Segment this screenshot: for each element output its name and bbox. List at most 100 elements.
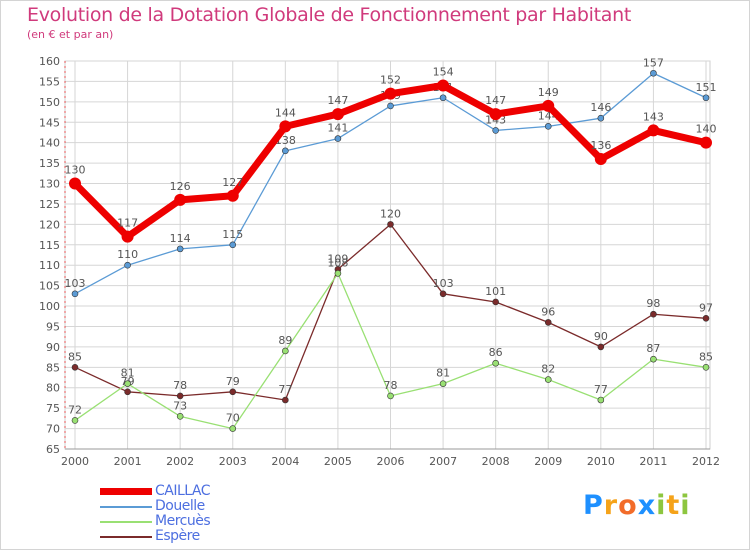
data-label: 149 [538, 86, 559, 99]
data-label: 85 [68, 350, 82, 363]
y-tick-label: 120 [39, 218, 60, 231]
data-point [702, 364, 710, 371]
data-label: 130 [65, 164, 86, 177]
data-point [334, 135, 342, 142]
data-label: 101 [485, 285, 506, 298]
data-label: 89 [278, 334, 292, 347]
y-tick-label: 135 [39, 157, 60, 170]
x-tick-label: 2002 [166, 455, 194, 468]
y-tick-label: 155 [39, 75, 60, 88]
data-point [544, 123, 552, 130]
data-point [650, 69, 657, 77]
x-tick-label: 2003 [219, 455, 247, 468]
legend-swatch [100, 488, 152, 495]
y-tick-label: 70 [46, 423, 60, 436]
data-point [229, 425, 237, 432]
data-point [387, 221, 394, 228]
x-tick-label: 2004 [271, 455, 299, 468]
x-tick-label: 2007 [429, 455, 457, 468]
y-tick-label: 160 [39, 55, 60, 68]
data-point [437, 79, 450, 92]
data-label: 82 [541, 363, 555, 376]
y-tick-label: 125 [39, 198, 60, 211]
data-label: 103 [433, 277, 454, 290]
data-label: 108 [327, 256, 348, 269]
data-point [71, 364, 79, 371]
data-label: 96 [541, 305, 555, 318]
y-tick-label: 150 [39, 96, 60, 109]
y-tick-label: 115 [39, 239, 60, 252]
data-point [334, 270, 342, 277]
logo-letter: x [637, 490, 657, 521]
y-tick-label: 145 [39, 116, 60, 129]
data-label: 86 [489, 346, 503, 359]
x-tick-label: 2012 [692, 455, 720, 468]
data-label: 144 [275, 106, 296, 119]
legend-item: Espère [100, 529, 210, 544]
data-point [650, 355, 657, 363]
x-tick-label: 2001 [114, 455, 142, 468]
legend-label: Espère [155, 528, 200, 544]
data-point [282, 347, 289, 355]
data-label: 78 [384, 379, 398, 392]
data-label: 120 [380, 207, 401, 220]
data-point [174, 193, 187, 206]
data-point [439, 290, 447, 298]
y-tick-label: 105 [39, 280, 60, 293]
data-label: 143 [643, 110, 664, 123]
y-tick-label: 80 [46, 382, 60, 395]
data-label: 81 [121, 367, 135, 380]
data-label: 157 [643, 56, 664, 69]
legend-swatch [100, 535, 152, 538]
data-label: 141 [327, 122, 348, 135]
y-tick-label: 75 [46, 402, 60, 415]
x-tick-label: 2011 [639, 455, 667, 468]
logo-letter: r [603, 490, 619, 521]
legend-label: CAILLAC [155, 483, 211, 499]
data-point [439, 380, 447, 387]
y-tick-label: 90 [46, 341, 60, 354]
data-point [279, 120, 292, 133]
data-point [542, 99, 555, 112]
data-label: 117 [117, 217, 138, 230]
logo-letter: P [583, 490, 604, 521]
data-point [124, 388, 131, 396]
chart-subtitle: (en € et par an) [27, 28, 114, 41]
x-tick-label: 2010 [587, 455, 615, 468]
legend-item: Douelle [100, 499, 210, 514]
proxiti-logo: Proxiti [583, 490, 691, 521]
logo-letter: i [656, 490, 667, 521]
data-point [544, 376, 552, 383]
data-label: 151 [696, 81, 717, 94]
data-label: 140 [696, 123, 717, 136]
data-point [700, 136, 712, 149]
data-label: 126 [170, 180, 191, 193]
data-label: 73 [173, 399, 187, 412]
data-label: 70 [226, 412, 240, 425]
data-label: 127 [222, 176, 243, 189]
data-point [229, 241, 237, 249]
data-point [124, 380, 131, 387]
data-label: 152 [380, 74, 401, 87]
data-point [594, 153, 607, 166]
data-point [71, 417, 79, 424]
legend-item: CAILLAC [100, 483, 211, 499]
data-point [387, 102, 394, 110]
data-label: 98 [646, 297, 660, 310]
data-label: 72 [68, 403, 82, 416]
data-point [176, 245, 184, 253]
data-point [282, 396, 289, 404]
data-label: 109 [327, 252, 348, 265]
legend-item: Mercuès [100, 514, 211, 529]
data-label: 103 [65, 277, 86, 290]
data-label: 147 [327, 94, 348, 107]
x-tick-label: 2008 [482, 455, 510, 468]
data-label: 78 [173, 379, 187, 392]
data-label: 110 [117, 248, 138, 261]
logo-letter: t [666, 490, 681, 521]
data-point [492, 127, 499, 134]
data-point [544, 319, 552, 326]
data-label: 97 [699, 301, 713, 314]
y-tick-label: 130 [39, 178, 60, 191]
